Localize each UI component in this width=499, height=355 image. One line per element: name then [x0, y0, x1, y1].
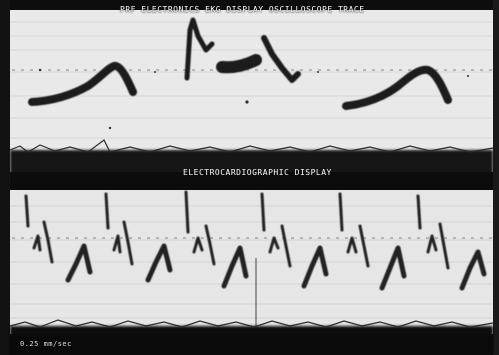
- bottom-paper: [10, 190, 493, 328]
- complex-5: [338, 192, 370, 268]
- trace-segment-1: [28, 62, 137, 106]
- footer-note: 0.25 mm/sec: [20, 340, 72, 348]
- trace-segment-5: [342, 65, 452, 110]
- bottom-noise-band: [9, 319, 494, 355]
- trace-segment-3: [216, 54, 262, 74]
- trace-segment-2: [184, 17, 215, 81]
- complex-1: [24, 194, 54, 264]
- middle-noise-band: [9, 139, 494, 190]
- complex-4: [260, 192, 292, 268]
- top-border: [0, 0, 499, 10]
- top-trace: [28, 17, 452, 110]
- wave-5: [379, 245, 407, 291]
- wave-6: [459, 249, 487, 291]
- bottom-trace: [24, 190, 487, 291]
- top-panel-caption: PRF ELECTRONICS EKG DISPLAY OSCILLOSCOPE…: [120, 5, 365, 14]
- complex-6: [416, 194, 450, 270]
- wave-2: [145, 243, 173, 283]
- bottom-panel-caption: ELECTROCARDIOGRAPHIC DISPLAY: [183, 168, 332, 177]
- complex-3: [184, 190, 216, 266]
- top-grid: [10, 21, 493, 139]
- complex-2: [104, 192, 134, 266]
- wave-1: [65, 243, 93, 283]
- right-border: [493, 0, 499, 355]
- trace-segment-4: [261, 35, 301, 83]
- bottom-grid: [10, 205, 493, 319]
- wave-3: [221, 245, 249, 289]
- wave-4: [301, 245, 329, 289]
- top-trace-specks: [38, 68, 469, 130]
- left-border: [0, 0, 10, 355]
